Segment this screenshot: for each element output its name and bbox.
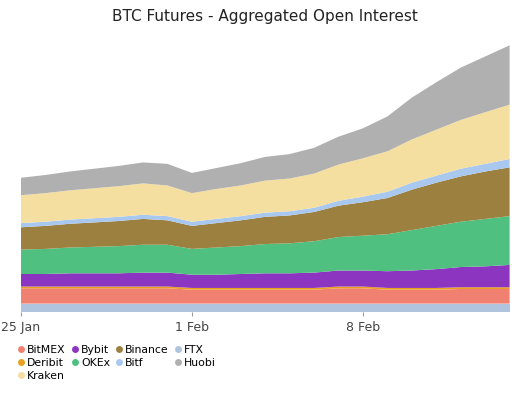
Legend: BitMEX, Deribit, Kraken, Bybit, OKEx, Binance, Bitf, FTX, Huobi: BitMEX, Deribit, Kraken, Bybit, OKEx, Bi… xyxy=(17,343,218,384)
Title: BTC Futures - Aggregated Open Interest: BTC Futures - Aggregated Open Interest xyxy=(112,9,418,24)
